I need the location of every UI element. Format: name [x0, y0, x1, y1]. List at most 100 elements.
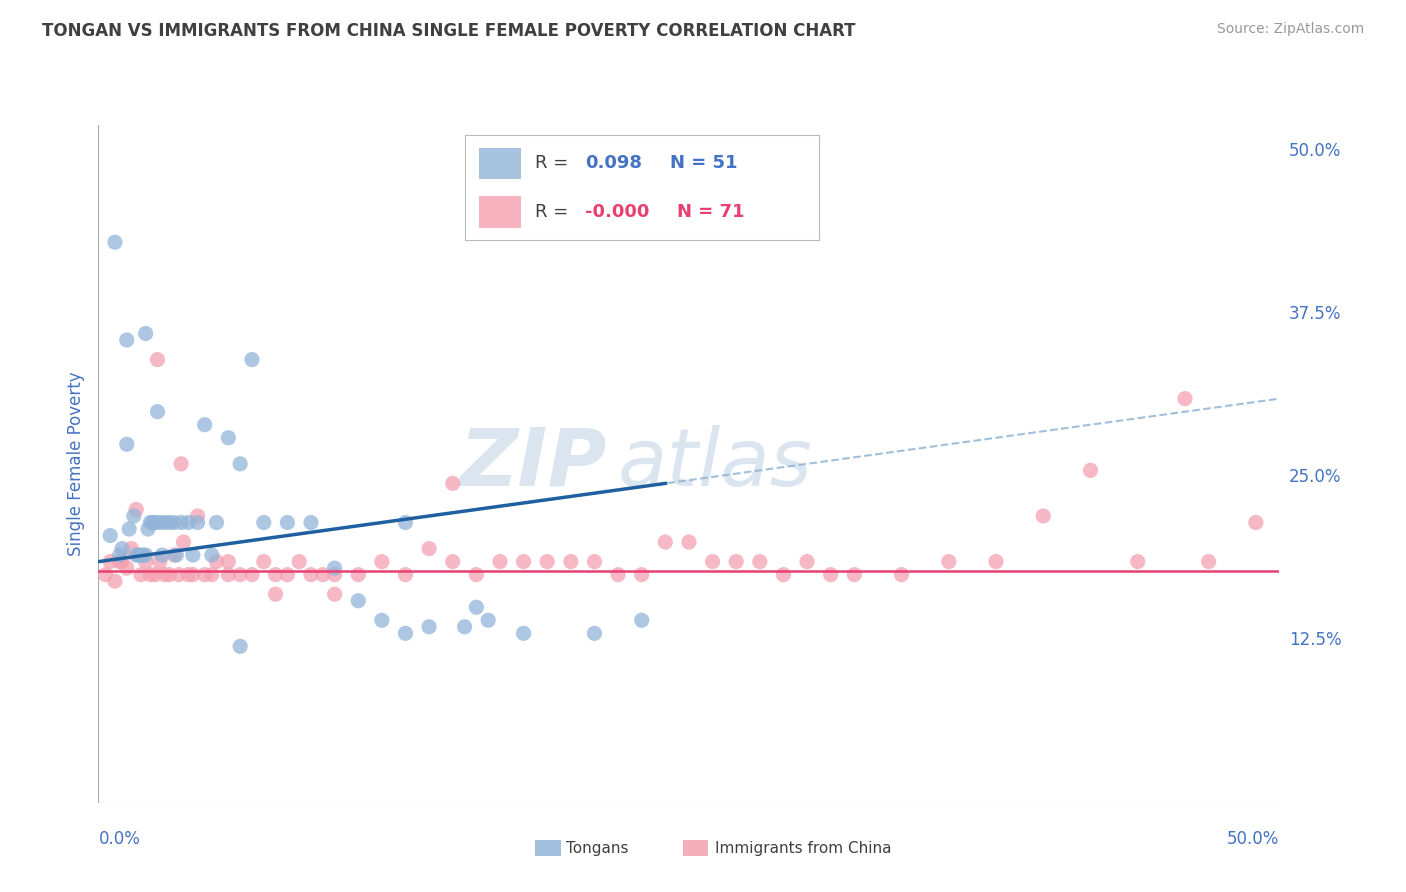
Point [441, 476, 464, 491]
Point [465, 600, 488, 615]
Point [264, 567, 287, 582]
Point [394, 626, 416, 640]
Text: R =: R = [536, 202, 575, 220]
Point [323, 567, 346, 582]
Point [172, 535, 194, 549]
Point [418, 620, 440, 634]
Point [122, 508, 145, 523]
Text: N = 71: N = 71 [678, 202, 745, 220]
Point [607, 567, 630, 582]
Point [217, 431, 239, 445]
Y-axis label: Single Female Poverty: Single Female Poverty [66, 372, 84, 556]
Point [170, 457, 193, 471]
Point [654, 535, 676, 549]
Point [441, 555, 464, 569]
Point [1126, 555, 1149, 569]
Point [111, 541, 134, 556]
Point [194, 567, 217, 582]
Point [323, 587, 346, 601]
Point [205, 555, 228, 569]
Point [512, 626, 534, 640]
Point [844, 567, 866, 582]
Point [201, 567, 224, 582]
Point [118, 522, 141, 536]
Point [394, 567, 416, 582]
Point [477, 613, 499, 627]
Point [323, 561, 346, 575]
Point [201, 548, 224, 562]
Point [143, 516, 166, 530]
Point [98, 528, 121, 542]
Point [142, 516, 165, 530]
Point [796, 555, 818, 569]
Point [489, 555, 512, 569]
Text: 25.0%: 25.0% [1289, 468, 1341, 486]
Point [187, 516, 209, 530]
Point [890, 567, 912, 582]
Point [139, 567, 162, 582]
Point [347, 593, 370, 607]
Point [276, 567, 298, 582]
Point [394, 516, 416, 530]
Point [129, 567, 152, 582]
Point [772, 567, 794, 582]
Text: Immigrants from China: Immigrants from China [716, 841, 891, 855]
Point [128, 548, 150, 562]
Point [146, 405, 169, 419]
Point [170, 516, 193, 530]
Point [146, 352, 169, 367]
Point [299, 516, 322, 530]
Point [1080, 463, 1102, 477]
Point [181, 567, 204, 582]
Point [177, 516, 200, 530]
Bar [478, 196, 522, 227]
Bar [478, 148, 522, 179]
Point [153, 516, 176, 530]
Text: R =: R = [536, 154, 575, 172]
Text: TONGAN VS IMMIGRANTS FROM CHINA SINGLE FEMALE POVERTY CORRELATION CHART: TONGAN VS IMMIGRANTS FROM CHINA SINGLE F… [42, 22, 856, 40]
Point [98, 555, 121, 569]
Text: Source: ZipAtlas.com: Source: ZipAtlas.com [1216, 22, 1364, 37]
Point [165, 548, 187, 562]
Point [725, 555, 748, 569]
Text: ZIP: ZIP [458, 425, 606, 503]
Point [143, 567, 166, 582]
Point [136, 522, 159, 536]
Point [132, 548, 155, 562]
Point [312, 567, 335, 582]
Point [150, 548, 173, 562]
Point [115, 561, 138, 575]
Point [536, 555, 558, 569]
Point [157, 567, 180, 582]
Text: 12.5%: 12.5% [1289, 631, 1341, 648]
Point [139, 516, 162, 530]
Point [938, 555, 960, 569]
Point [453, 620, 475, 634]
Text: atlas: atlas [619, 425, 813, 503]
Point [135, 548, 157, 562]
Point [371, 613, 394, 627]
Point [163, 548, 186, 562]
Point [111, 555, 134, 569]
Point [229, 640, 252, 654]
Point [205, 516, 228, 530]
Point [135, 555, 157, 569]
Point [177, 567, 200, 582]
Point [149, 516, 172, 530]
Point [418, 541, 440, 556]
Point [149, 555, 172, 569]
Point [630, 567, 652, 582]
Point [167, 567, 190, 582]
Point [288, 555, 311, 569]
Point [1198, 555, 1220, 569]
Point [153, 567, 176, 582]
Point [583, 626, 606, 640]
Point [181, 548, 204, 562]
Point [560, 555, 582, 569]
Point [512, 555, 534, 569]
Point [194, 417, 217, 432]
Point [121, 541, 143, 556]
Point [217, 567, 239, 582]
Point [264, 587, 287, 601]
Text: 37.5%: 37.5% [1289, 305, 1341, 323]
